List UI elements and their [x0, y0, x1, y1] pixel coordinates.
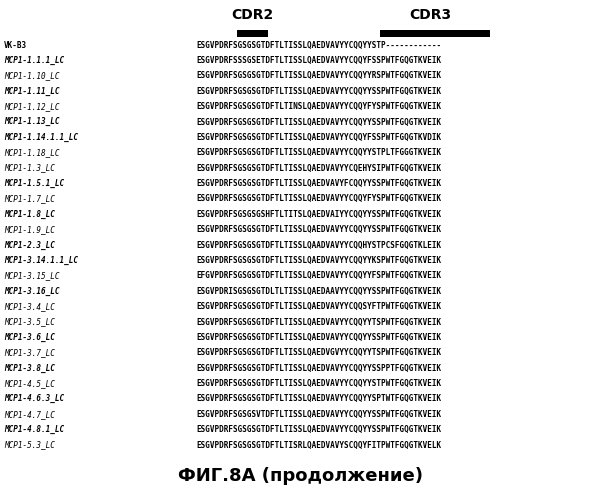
- Text: ESGVPDRFSGSGSGTDFTLTISSLQAEDVAVYYCQQYYSSPWTFGQGTKVEIK: ESGVPDRFSGSGSGTDFTLTISSLQAEDVAVYYCQQYYSS…: [196, 118, 441, 126]
- Text: VK-B3: VK-B3: [4, 40, 27, 50]
- Text: MCP1-1.3_LC: MCP1-1.3_LC: [4, 164, 55, 172]
- Text: ESGVPDRFSGSGSGTDFTLTISSLQAEDVAVYYCQQYYSSPWTFGQGTKVEIK: ESGVPDRFSGSGSGTDFTLTISSLQAEDVAVYYCQQYYSS…: [196, 86, 441, 96]
- Text: ESGVPDRFSGSGSGTDFTLTISSLQAEDVAVYYCQQYYSSPWTFGQGTKVEIK: ESGVPDRFSGSGSGTDFTLTISSLQAEDVAVYYCQQYYSS…: [196, 225, 441, 234]
- Text: ESGVPDRFSGSGSGTDFTLTISSLQAEDVAVYYCQQYYSPTWTFGQGTKVEIK: ESGVPDRFSGSGSGTDFTLTISSLQAEDVAVYYCQQYYSP…: [196, 394, 441, 404]
- Text: MCP1-1.14.1.1_LC: MCP1-1.14.1.1_LC: [4, 133, 78, 142]
- Text: ESGVPDRFSSSGSETDFTLTISSLQAEDVAVYYCQQYFSSPWTFGQGTKVEIK: ESGVPDRFSSSGSETDFTLTISSLQAEDVAVYYCQQYFSS…: [196, 56, 441, 65]
- Text: ESGVPDRFSGSGSGTDFTLTISSLQAEDVAVYYCQQSYFTPWTFGQGTKVEIK: ESGVPDRFSGSGSGTDFTLTISSLQAEDVAVYYCQQSYFT…: [196, 302, 441, 311]
- Text: MCP1-4.5_LC: MCP1-4.5_LC: [4, 379, 55, 388]
- Text: MCP1-3.8_LC: MCP1-3.8_LC: [4, 364, 55, 372]
- Text: ESGVPDRFSGSGSVTDFTLTISSLQAEDVAVYYCQQYYSSPWTFGQGTKVEIK: ESGVPDRFSGSGSVTDFTLTISSLQAEDVAVYYCQQYYSS…: [196, 410, 441, 418]
- Text: MCP1-1.18_LC: MCP1-1.18_LC: [4, 148, 60, 157]
- Text: MCP1-3.15_LC: MCP1-3.15_LC: [4, 272, 60, 280]
- Text: ESGVPDRFSGSGSGTDFTLTISSLQAEDVAVYYCQQYFSSPWTFGQGTKVDIK: ESGVPDRFSGSGSGTDFTLTISSLQAEDVAVYYCQQYFSS…: [196, 133, 441, 142]
- Text: MCP1-1.13_LC: MCP1-1.13_LC: [4, 118, 60, 126]
- Text: MCP1-4.6.3_LC: MCP1-4.6.3_LC: [4, 394, 64, 404]
- Text: MCP1-3.16_LC: MCP1-3.16_LC: [4, 286, 60, 296]
- Text: CDR3: CDR3: [409, 8, 451, 22]
- Text: MCP1-4.8.1_LC: MCP1-4.8.1_LC: [4, 425, 64, 434]
- Text: ESGVPDRFSGSGSGTDFTLTISSLQAEDVAVYYCQQYYSTPLTFGGGTKVEIK: ESGVPDRFSGSGSGTDFTLTISSLQAEDVAVYYCQQYYST…: [196, 148, 441, 157]
- Text: MCP1-3.4_LC: MCP1-3.4_LC: [4, 302, 55, 311]
- Text: ESGVPDRFSGSGSGTDFTLTISSLQAEDVGVYYCQQYYTSPWTFGQGTKVEIK: ESGVPDRFSGSGSGTDFTLTISSLQAEDVGVYYCQQYYTS…: [196, 348, 441, 357]
- Text: ESGVPDRFSGSGSGTDFTLTISSLQAEDVAVYYCQQYYKSPWTFGQGTKVEIK: ESGVPDRFSGSGSGTDFTLTISSLQAEDVAVYYCQQYYKS…: [196, 256, 441, 265]
- Text: ESGVPDRFSGSGSGTDFTLTISSLQAEDVAVYYCQQYYSTPWTFGQGTKVEIK: ESGVPDRFSGSGSGTDFTLTISSLQAEDVAVYYCQQYYST…: [196, 379, 441, 388]
- Text: ESGVPDRFSGSGSGTDFTLTISSLQAEDVAVYYCQQYYTSPWTFGQGTKVEIK: ESGVPDRFSGSGSGTDFTLTISSLQAEDVAVYYCQQYYTS…: [196, 318, 441, 326]
- Text: ESGVPDRFSGSGSGTDFTLTINSLQAEDVAVYYCQQYFYSPWTFGQGTKVEIK: ESGVPDRFSGSGSGTDFTLTINSLQAEDVAVYYCQQYFYS…: [196, 102, 441, 111]
- Text: ESGVPDRFSGSGSGTDFTLTISSLQAEDVAVYYCQQYFYSPWTFGQGTKVEIK: ESGVPDRFSGSGSGTDFTLTISSLQAEDVAVYYCQQYFYS…: [196, 194, 441, 203]
- Text: ESGVPDRFSGSGSGTDFTLTISSLQAEDVAVYFCQQYYSSPWTFGQGTKVEIK: ESGVPDRFSGSGSGTDFTLTISSLQAEDVAVYFCQQYYSS…: [196, 179, 441, 188]
- Text: MCP1-1.1.1_LC: MCP1-1.1.1_LC: [4, 56, 64, 65]
- Text: MCP1-1.12_LC: MCP1-1.12_LC: [4, 102, 60, 111]
- Text: MCP1-4.7_LC: MCP1-4.7_LC: [4, 410, 55, 418]
- Text: ESGVPDRFSGSGSGTDFTLTISSLQAEDVAVYYCQQYYSSPWTFGQGTKVEIK: ESGVPDRFSGSGSGTDFTLTISSLQAEDVAVYYCQQYYSS…: [196, 333, 441, 342]
- Text: MCP1-1.10_LC: MCP1-1.10_LC: [4, 72, 60, 80]
- Text: ESGVPDRFSGSGSGTDFTLTISSLQAEDVAVYYCQQYYRSPWTFGQGTKVEIK: ESGVPDRFSGSGSGTDFTLTISSLQAEDVAVYYCQQYYRS…: [196, 72, 441, 80]
- Text: MCP1-1.7_LC: MCP1-1.7_LC: [4, 194, 55, 203]
- Text: ESGVPDRFSGSGSGTDFTLTISSLQAEDVAVYYCQQYYSSPWTFGQGTKVEIK: ESGVPDRFSGSGSGTDFTLTISSLQAEDVAVYYCQQYYSS…: [196, 425, 441, 434]
- Text: ESGVPDRFSGSGSGTDFTLTISSLQAEDVAVYYCQQYYSTP------------: ESGVPDRFSGSGSGTDFTLTISSLQAEDVAVYYCQQYYST…: [196, 40, 441, 50]
- Text: ESGVPDRFSGSGSGTDFTLTISRLQAEDVAVYSCQQYFITPWTFGQGTKVЕLK: ESGVPDRFSGSGSGTDFTLTISRLQAEDVAVYSCQQYFIT…: [196, 440, 441, 450]
- Text: EFGVPDRFSGSGSGTDFTLTISSLQAEDVAVYYCQQYYFSPWTFGQGTKVEIK: EFGVPDRFSGSGSGTDFTLTISSLQAEDVAVYYCQQYYFS…: [196, 272, 441, 280]
- Text: ESGVPDRFSGSGSGTDFTLTISSLQAEDVAVYYCQQYYSSPPTFGQGTKVEIK: ESGVPDRFSGSGSGTDFTLTISSLQAEDVAVYYCQQYYSS…: [196, 364, 441, 372]
- Bar: [237, 30, 268, 37]
- Bar: [380, 30, 490, 37]
- Text: MCP1-1.5.1_LC: MCP1-1.5.1_LC: [4, 179, 64, 188]
- Text: ESGVPDRFSGSGSGTDFTLTISSLQAADVAVYYCQQHYSTPCSFGQGTKLEIK: ESGVPDRFSGSGSGTDFTLTISSLQAADVAVYYCQQHYST…: [196, 240, 441, 250]
- Text: MCP1-2.3_LC: MCP1-2.3_LC: [4, 240, 55, 250]
- Text: MCP1-1.8_LC: MCP1-1.8_LC: [4, 210, 55, 219]
- Text: MCP1-1.11_LC: MCP1-1.11_LC: [4, 86, 60, 96]
- Text: CDR2: CDR2: [231, 8, 273, 22]
- Text: ESGVPDRFSGSGSGTDFTLTISSLQAEDVAVYYCQEHYSIPWTFGQGTKVEIK: ESGVPDRFSGSGSGTDFTLTISSLQAEDVAVYYCQEHYSI…: [196, 164, 441, 172]
- Text: ESGVPDRFSGSGSGSНFTLTITSLQAEDVAIYYCQQYYSSPWTFGQGTKVEIK: ESGVPDRFSGSGSGSНFTLTITSLQAEDVAIYYCQQYYSS…: [196, 210, 441, 218]
- Text: MCP1-1.9_LC: MCP1-1.9_LC: [4, 225, 55, 234]
- Text: MCP1-5.3_LC: MCP1-5.3_LC: [4, 440, 55, 450]
- Text: MCP1-3.14.1.1_LC: MCP1-3.14.1.1_LC: [4, 256, 78, 265]
- Text: MCP1-3.5_LC: MCP1-3.5_LC: [4, 318, 55, 326]
- Text: ФИГ.8А (продолжение): ФИГ.8А (продолжение): [179, 467, 423, 485]
- Text: MCP1-3.7_LC: MCP1-3.7_LC: [4, 348, 55, 357]
- Text: ESGVPDRISGSGSGTDLTLTISSLQAEDAAVYYCQQYYSSPWTFGQGTKVEIK: ESGVPDRISGSGSGTDLTLTISSLQAEDAAVYYCQQYYSS…: [196, 286, 441, 296]
- Text: MCP1-3.6_LC: MCP1-3.6_LC: [4, 333, 55, 342]
